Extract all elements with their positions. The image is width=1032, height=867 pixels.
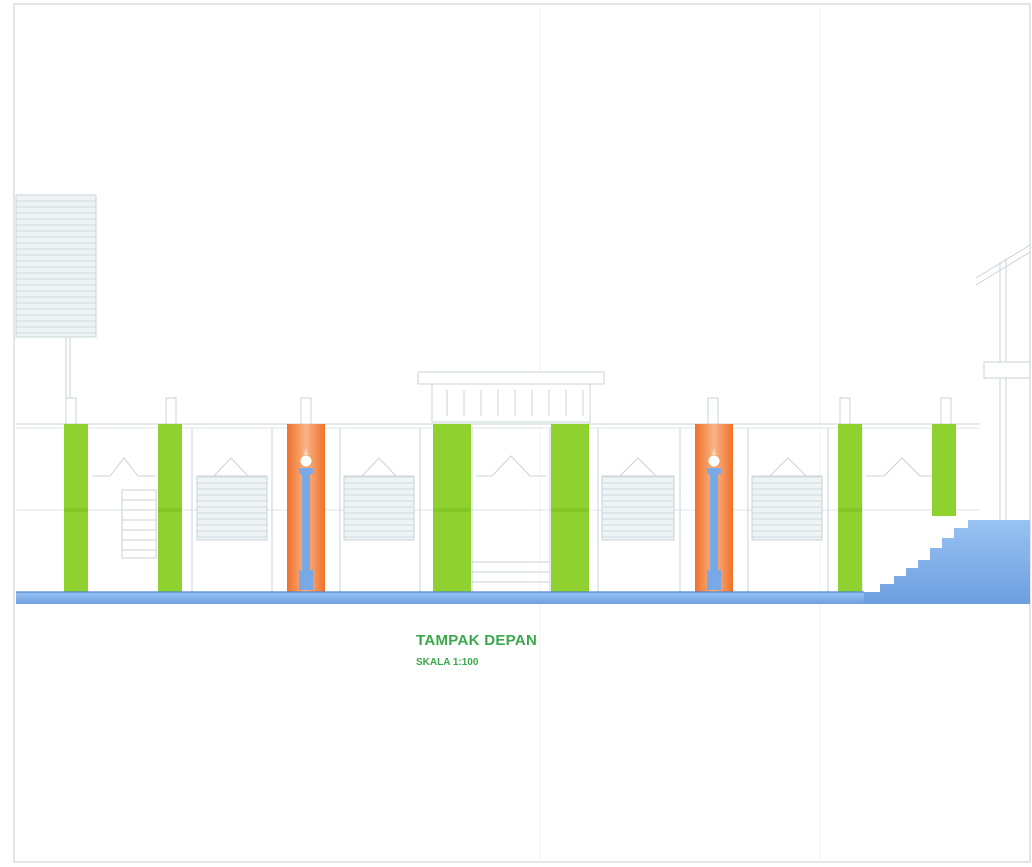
window-panels [196, 475, 823, 541]
lamp-icon [299, 454, 313, 468]
orange-column-right [695, 424, 733, 592]
drawing-title: TAMPAK DEPAN [416, 632, 537, 649]
left-stair [121, 489, 157, 559]
green-columns [64, 424, 956, 592]
left-roof [15, 194, 97, 422]
green-column [932, 424, 956, 516]
drawing-scale: SKALA 1:100 [416, 657, 479, 668]
orange-column-left [287, 424, 325, 592]
right-stairs [862, 520, 1030, 604]
lamp-icon [707, 454, 721, 468]
right-roof [975, 244, 1031, 520]
drawing-frame [13, 3, 1031, 863]
ground-line [16, 592, 864, 604]
central-parapet [417, 371, 605, 423]
